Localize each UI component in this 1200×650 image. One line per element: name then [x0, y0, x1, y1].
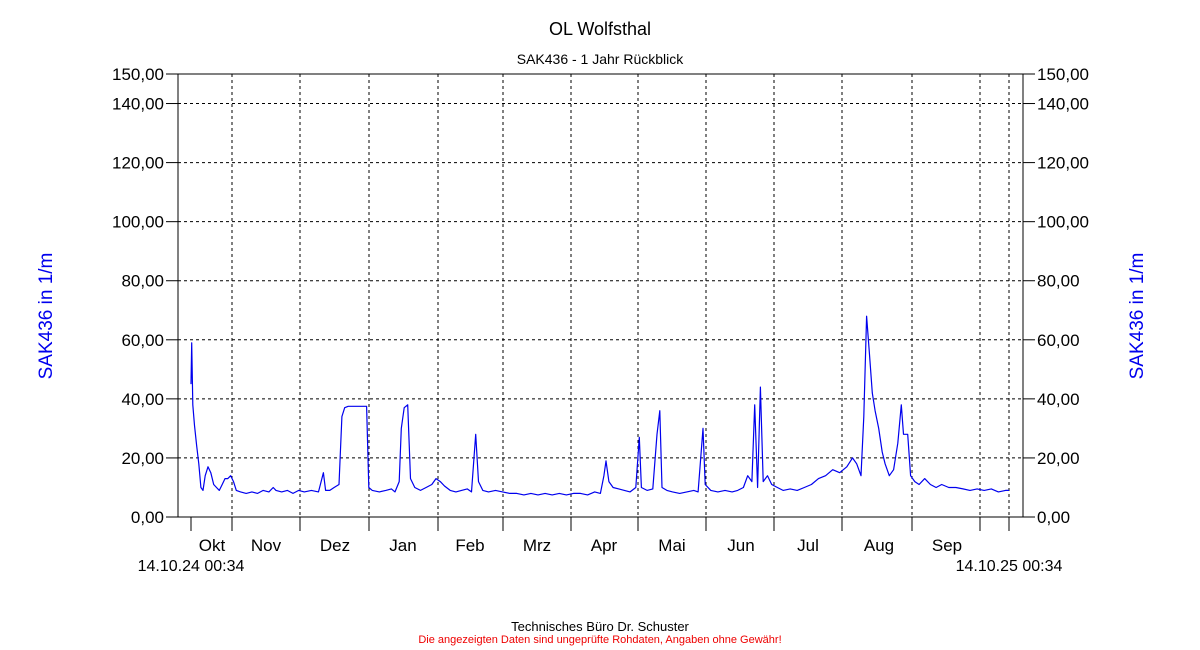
y-tick-label-left: 40,00	[121, 390, 164, 409]
x-tick-label: Apr	[591, 536, 618, 555]
plot-frame	[177, 73, 1024, 518]
y-axis-label-left: SAK436 in 1/m	[36, 253, 57, 380]
y-tick-label-left: 100,00	[112, 213, 164, 232]
y-tick-label-right: 150,00	[1037, 65, 1089, 84]
y-tick-label-left: 150,00	[112, 65, 164, 84]
y-tick-label-right: 140,00	[1037, 95, 1089, 114]
x-tick-label: Mrz	[523, 536, 551, 555]
y-tick-label-right: 100,00	[1037, 213, 1089, 232]
y-tick-label-left: 120,00	[112, 154, 164, 173]
x-end-label: 14.10.25 00:34	[956, 558, 1063, 575]
chart-title: OL Wolfsthal	[549, 19, 651, 39]
y-axis-left: 0,00 20,00 40,00 60,00 80,00 100,00 120,00 140,…	[112, 65, 178, 527]
y-tick-label-right: 80,00	[1037, 272, 1080, 291]
x-tick-label: Nov	[251, 536, 282, 555]
x-tick-label: Jul	[797, 536, 819, 555]
footer-disclaimer: Die angezeigten Daten sind ungeprüfte Ro…	[418, 634, 782, 646]
y-tick-label-left: 60,00	[121, 331, 164, 350]
x-tick-label: Sep	[932, 536, 962, 555]
y-tick-label-left: 0,00	[131, 508, 164, 527]
x-tick-label: Feb	[455, 536, 484, 555]
y-tick-label-right: 60,00	[1037, 331, 1080, 350]
y-tick-label-left: 140,00	[112, 95, 164, 114]
x-axis: Okt Nov Dez Jan Feb Mrz Apr Mai Jun Jul Aug Sep	[190, 517, 1010, 555]
x-tick-label: Jun	[727, 536, 754, 555]
y-tick-label-right: 40,00	[1037, 390, 1080, 409]
y-axis-label-right: SAK436 in 1/m	[1127, 253, 1148, 380]
chart-subtitle: SAK436 - 1 Jahr Rückblick	[517, 51, 685, 67]
y-tick-label-left: 20,00	[121, 449, 164, 468]
footer-credit: Technisches Büro Dr. Schuster	[511, 619, 689, 634]
y-tick-label-right: 0,00	[1037, 508, 1070, 527]
x-tick-label: Mai	[658, 536, 685, 555]
y-tick-label-right: 20,00	[1037, 449, 1080, 468]
x-tick-label: Jan	[389, 536, 416, 555]
y-tick-label-right: 120,00	[1037, 154, 1089, 173]
x-start-label: 14.10.24 00:34	[138, 558, 245, 575]
series-line	[190, 315, 1009, 496]
y-axis-right: 0,00 20,00 40,00 60,00 80,00 100,00 120,00 140,…	[1023, 65, 1089, 527]
x-tick-label: Dez	[320, 536, 350, 555]
series-group	[190, 315, 1009, 496]
y-tick-label-left: 80,00	[121, 272, 164, 291]
x-tick-label: Okt	[199, 536, 226, 555]
x-tick-label: Aug	[864, 536, 894, 555]
grid	[178, 74, 1023, 517]
